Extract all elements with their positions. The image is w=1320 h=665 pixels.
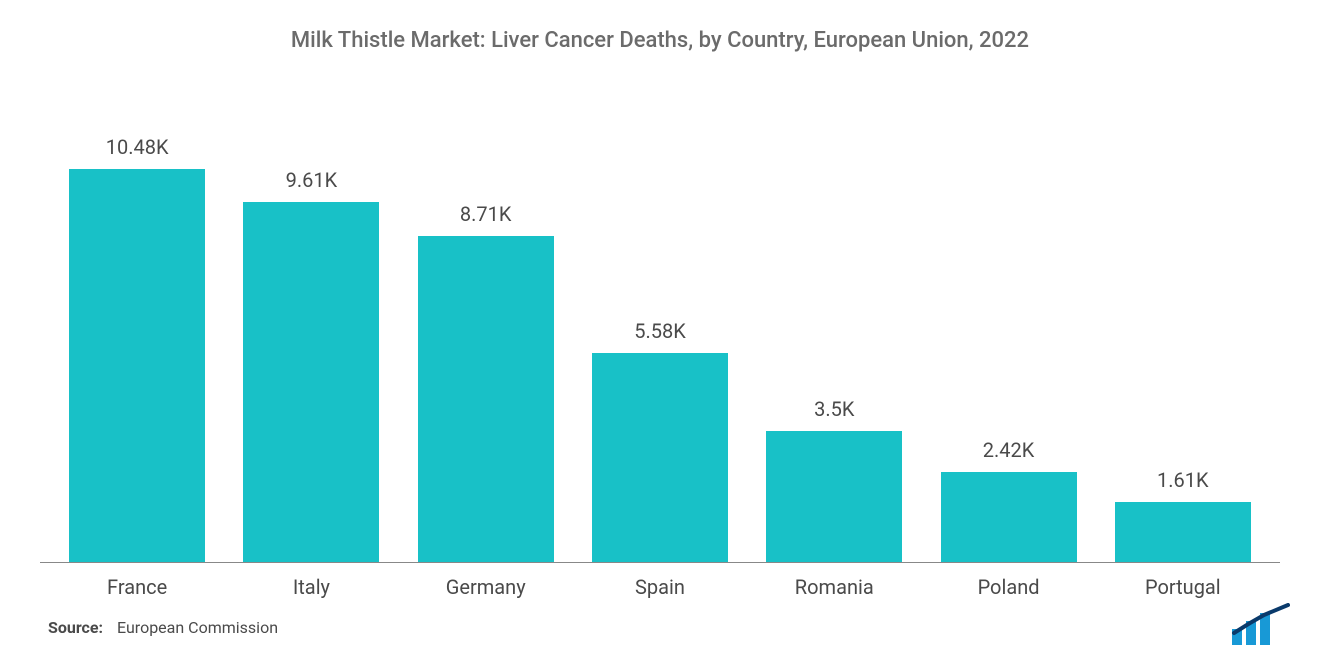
- bar-cell: 10.48K: [50, 93, 224, 563]
- bar-rect: [69, 169, 205, 563]
- bar-rect: [941, 472, 1077, 563]
- bar-cell: 1.61K: [1096, 93, 1270, 563]
- bar-rect: [1115, 502, 1251, 563]
- bar-value-label: 10.48K: [106, 135, 169, 159]
- bar-cell: 9.61K: [224, 93, 398, 563]
- bar-value-label: 8.71K: [460, 202, 512, 226]
- category-label: Spain: [573, 575, 747, 599]
- brand-logo-icon: [1230, 603, 1290, 647]
- bar-value-label: 1.61K: [1157, 468, 1209, 492]
- source-text: European Commission: [117, 618, 278, 637]
- bar-cell: 5.58K: [573, 93, 747, 563]
- bar-rect: [592, 353, 728, 563]
- category-label: France: [50, 575, 224, 599]
- category-label: Poland: [921, 575, 1095, 599]
- source-attribution: Source: European Commission: [48, 618, 278, 637]
- source-label: Source:: [48, 618, 103, 637]
- plot-area: 10.48K 9.61K 8.71K 5.58K 3.5K 2.42K 1.61K: [40, 93, 1280, 563]
- bar-rect: [766, 431, 902, 563]
- bar-value-label: 5.58K: [634, 319, 686, 343]
- chart-container: Milk Thistle Market: Liver Cancer Deaths…: [0, 0, 1320, 665]
- bar-value-label: 2.42K: [983, 438, 1035, 462]
- x-axis-line: [40, 562, 1280, 563]
- chart-title: Milk Thistle Market: Liver Cancer Deaths…: [40, 28, 1280, 53]
- bar-cell: 8.71K: [399, 93, 573, 563]
- bar-value-label: 9.61K: [286, 168, 338, 192]
- bar-cell: 3.5K: [747, 93, 921, 563]
- category-label: Romania: [747, 575, 921, 599]
- bars-row: 10.48K 9.61K 8.71K 5.58K 3.5K 2.42K 1.61K: [40, 93, 1280, 563]
- bar-rect: [418, 236, 554, 563]
- category-axis: FranceItalyGermanySpainRomaniaPolandPort…: [40, 563, 1280, 599]
- category-label: Portugal: [1096, 575, 1270, 599]
- bar-cell: 2.42K: [921, 93, 1095, 563]
- category-label: Italy: [224, 575, 398, 599]
- bar-rect: [243, 202, 379, 563]
- bar-value-label: 3.5K: [814, 397, 854, 421]
- category-label: Germany: [399, 575, 573, 599]
